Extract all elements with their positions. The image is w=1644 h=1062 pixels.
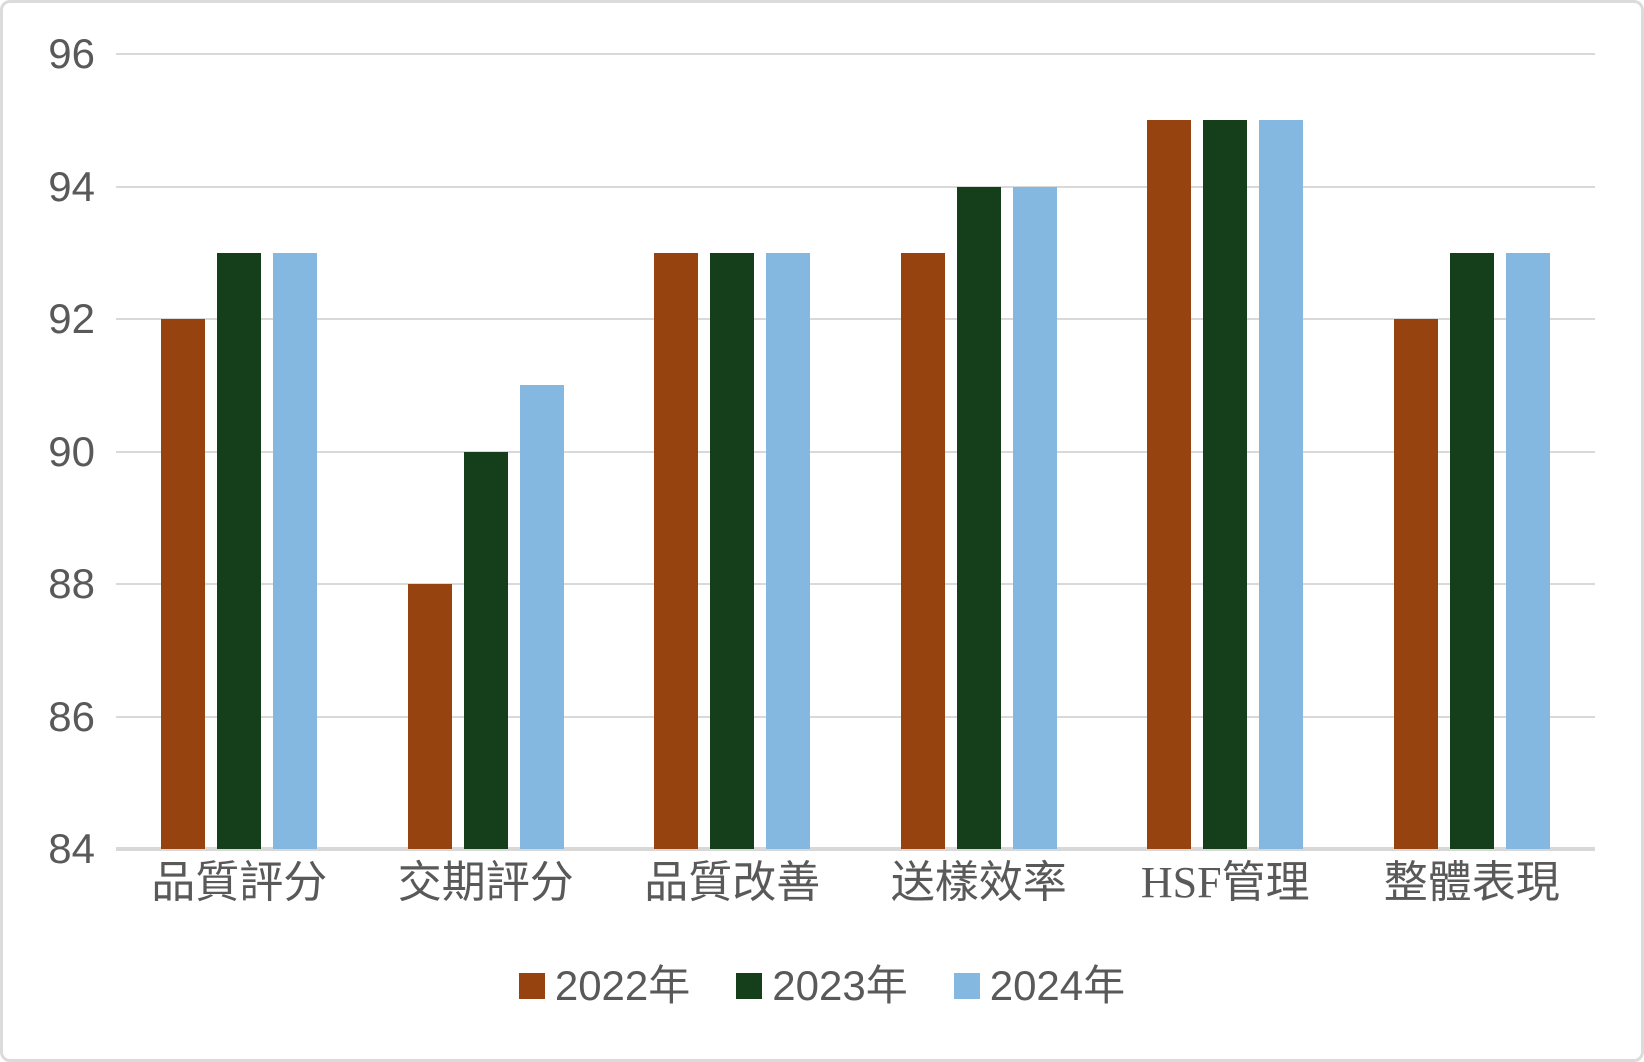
y-tick-label: 84 — [48, 825, 95, 872]
gridlines — [116, 53, 1595, 851]
gridline — [116, 185, 1595, 188]
legend-item: 2023年 — [736, 962, 908, 1009]
x-axis-labels: 品質評分 交期評分 品質改善 送樣效率 HSF管理 整體表現 — [116, 858, 1595, 907]
legend-label: 2023年 — [772, 962, 908, 1009]
x-category-label: 品質改善 — [644, 858, 821, 907]
y-tick-label: 90 — [48, 427, 95, 475]
y-tick-label: 96 — [48, 30, 95, 77]
bar — [900, 252, 945, 849]
bar — [1393, 319, 1438, 849]
bar — [1203, 120, 1248, 849]
bar — [1147, 120, 1192, 849]
legend-item: 2022年 — [518, 962, 691, 1009]
bar — [956, 186, 1001, 849]
gridline — [116, 450, 1595, 453]
gridline — [116, 53, 1595, 55]
bar — [463, 451, 508, 849]
bar-group — [856, 54, 1103, 849]
x-category-label: 交期評分 — [397, 858, 574, 907]
bar — [1449, 252, 1494, 849]
x-category-label: 送樣效率 — [890, 858, 1067, 907]
bar — [1259, 120, 1304, 849]
y-tick-label: 92 — [48, 295, 95, 343]
legend-label: 2022年 — [554, 962, 691, 1009]
bar — [710, 252, 755, 849]
legend: 2022年 2023年 2024年 — [3, 965, 1641, 1007]
legend-label: 2024年 — [989, 962, 1126, 1009]
y-axis-labels: 84 86 88 90 92 94 96 — [3, 33, 95, 870]
gridline — [116, 715, 1595, 718]
bar-groups — [116, 54, 1595, 849]
x-axis-line — [116, 847, 1595, 851]
bar-group — [1349, 54, 1596, 849]
y-tick-label: 86 — [48, 692, 95, 740]
legend-swatch — [953, 973, 980, 999]
legend-swatch — [736, 973, 763, 999]
x-category-label: HSF管理 — [1140, 858, 1310, 907]
bar — [161, 319, 206, 849]
y-tick-label: 94 — [48, 162, 95, 210]
bar — [654, 252, 699, 849]
bar — [273, 252, 318, 849]
x-category-label: 品質評分 — [151, 858, 328, 907]
legend-item: 2024年 — [953, 962, 1126, 1009]
y-tick-label: 88 — [48, 560, 95, 608]
x-category-label: 整體表現 — [1383, 858, 1560, 907]
bar-group — [363, 54, 610, 849]
bar — [217, 252, 262, 849]
bar — [407, 584, 452, 849]
bar — [1505, 252, 1550, 849]
plot-area — [116, 53, 1595, 851]
bar-group — [1102, 54, 1349, 849]
bar-group — [116, 54, 363, 849]
bar — [766, 252, 811, 849]
bar — [1012, 186, 1057, 849]
bar-group — [609, 54, 856, 849]
gridline — [116, 583, 1595, 586]
gridline — [116, 318, 1595, 321]
legend-swatch — [518, 973, 545, 999]
bar — [519, 385, 564, 849]
